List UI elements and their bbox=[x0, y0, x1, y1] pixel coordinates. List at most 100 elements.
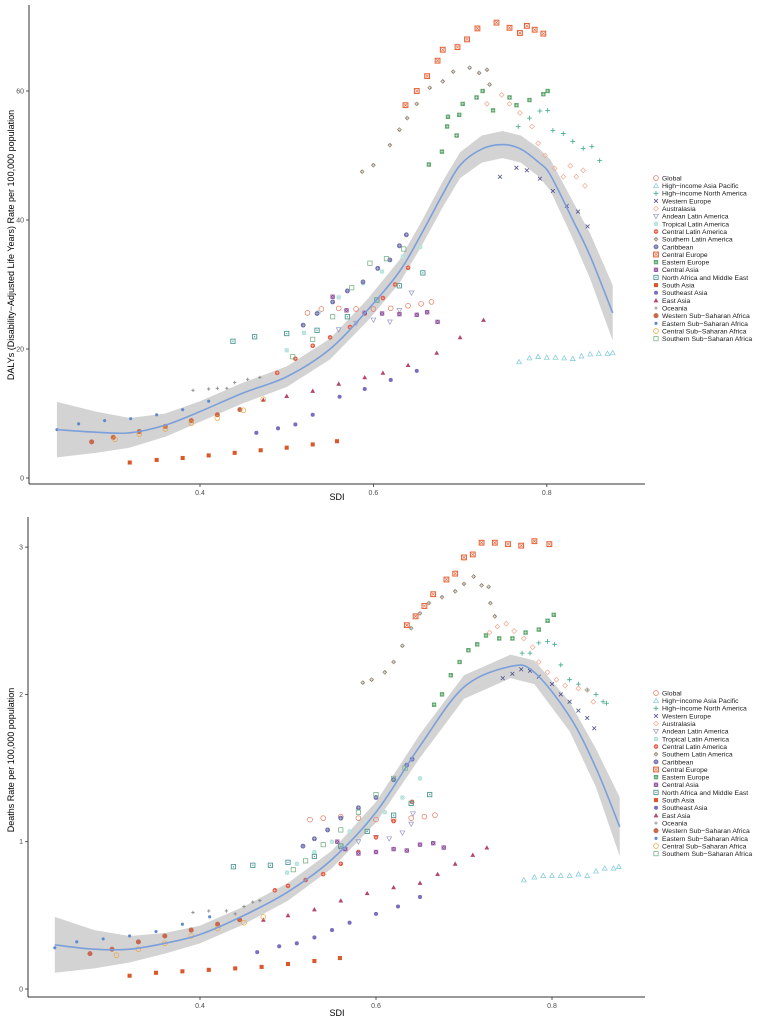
data-point bbox=[584, 687, 590, 693]
data-point bbox=[391, 777, 396, 783]
legend-key-icon bbox=[653, 236, 659, 242]
data-point bbox=[417, 776, 423, 781]
data-point bbox=[474, 25, 481, 32]
data-point bbox=[531, 538, 538, 545]
data-point bbox=[206, 387, 211, 391]
legend-label: Western Europe bbox=[662, 198, 711, 205]
data-point bbox=[517, 30, 523, 36]
legend-item: Andean Latin America bbox=[653, 729, 729, 736]
data-point bbox=[519, 650, 525, 656]
data-point bbox=[258, 375, 262, 380]
data-point bbox=[335, 305, 342, 312]
legend-key-icon bbox=[653, 251, 659, 258]
legend-key-icon bbox=[653, 290, 659, 295]
data-point bbox=[294, 941, 299, 946]
data-point bbox=[284, 393, 290, 399]
series-western-europe bbox=[497, 165, 590, 229]
data-point bbox=[546, 541, 553, 548]
data-point bbox=[387, 257, 393, 263]
legend-label: East Asia bbox=[662, 298, 691, 305]
data-point bbox=[529, 644, 536, 651]
data-point bbox=[511, 628, 518, 634]
legend-key-icon bbox=[654, 321, 658, 325]
data-point bbox=[600, 699, 606, 705]
data-point bbox=[208, 915, 212, 919]
data-point bbox=[373, 795, 379, 800]
data-point bbox=[505, 541, 511, 548]
data-point bbox=[356, 805, 361, 811]
data-point bbox=[207, 909, 211, 913]
data-point bbox=[487, 82, 492, 87]
data-point bbox=[431, 841, 436, 846]
legend-item: Central Latin America bbox=[653, 744, 727, 751]
data-point bbox=[452, 588, 458, 594]
data-point bbox=[417, 880, 423, 885]
data-point bbox=[382, 810, 387, 815]
legend-key-icon bbox=[653, 789, 659, 796]
data-point bbox=[427, 85, 433, 91]
legend-item: Global bbox=[653, 690, 682, 697]
data-point bbox=[349, 285, 355, 291]
series-eastern-europe bbox=[431, 612, 556, 707]
legend-label: Central Latin America bbox=[662, 229, 727, 236]
data-point bbox=[403, 622, 410, 629]
legend-label: Western Sub−Saharan Africa bbox=[662, 828, 750, 835]
data-point bbox=[112, 436, 118, 443]
legend-item: Southern Sub−Saharan Africa bbox=[653, 851, 752, 858]
data-point bbox=[488, 600, 493, 606]
smooth-fit-line bbox=[56, 143, 614, 435]
series-south-asia bbox=[127, 956, 342, 978]
data-point bbox=[464, 36, 470, 43]
data-point bbox=[483, 633, 489, 638]
data-point bbox=[439, 594, 445, 600]
data-point bbox=[420, 270, 426, 276]
data-point bbox=[529, 123, 535, 130]
data-point bbox=[592, 726, 597, 731]
legend-item: High−income North America bbox=[653, 706, 747, 713]
data-point bbox=[181, 408, 185, 412]
confidence-band bbox=[54, 654, 620, 973]
data-point bbox=[284, 348, 289, 353]
legend-item: Central Sub−Saharan Africa bbox=[653, 328, 747, 335]
series-oceania bbox=[191, 375, 262, 392]
data-point bbox=[414, 101, 420, 107]
data-point bbox=[402, 102, 409, 109]
series-southern-latin-america bbox=[359, 65, 492, 175]
data-point bbox=[558, 662, 564, 668]
data-point bbox=[540, 30, 547, 37]
data-point bbox=[380, 295, 386, 301]
data-point bbox=[103, 419, 107, 423]
data-point bbox=[391, 884, 396, 890]
legend-label: Tropical Latin America bbox=[662, 736, 729, 743]
data-point bbox=[335, 327, 342, 333]
legend-item: Oceania bbox=[654, 820, 688, 827]
data-point bbox=[373, 816, 379, 823]
data-point bbox=[531, 873, 538, 880]
data-point bbox=[180, 455, 185, 461]
series-southern-sub-saharan-africa bbox=[290, 765, 408, 873]
data-point bbox=[567, 699, 572, 704]
data-point bbox=[424, 73, 431, 80]
data-point bbox=[353, 306, 359, 312]
legend-key-icon bbox=[653, 713, 659, 719]
legend-key-icon bbox=[654, 821, 658, 825]
data-point bbox=[430, 591, 437, 598]
data-point bbox=[560, 173, 567, 180]
series-high-income-north-america bbox=[515, 107, 603, 164]
data-point bbox=[395, 904, 401, 909]
data-point bbox=[310, 412, 315, 417]
data-point bbox=[153, 970, 159, 975]
legend-key-icon bbox=[653, 798, 659, 803]
data-point bbox=[230, 864, 237, 870]
data-point bbox=[569, 355, 576, 361]
data-point bbox=[575, 685, 582, 692]
data-point bbox=[397, 243, 402, 249]
legend-item: High−income North America bbox=[653, 191, 747, 198]
x-tick-label: 0.4 bbox=[195, 1003, 205, 1010]
data-point bbox=[310, 336, 316, 342]
legend-key-icon bbox=[653, 182, 659, 188]
legend-key-icon bbox=[653, 720, 659, 727]
data-point bbox=[214, 415, 221, 421]
data-point bbox=[414, 368, 419, 373]
